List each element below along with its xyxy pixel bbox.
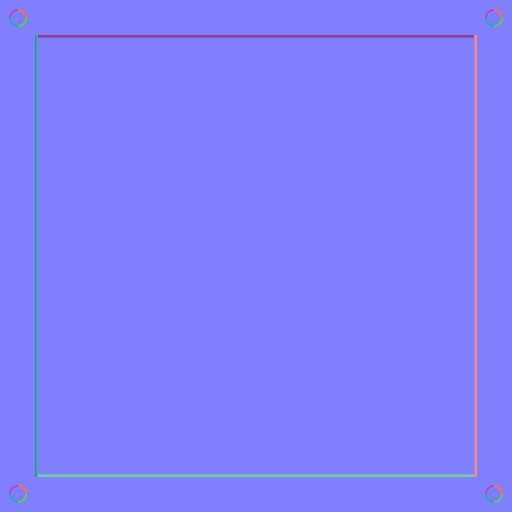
panel-right-edge (474, 35, 477, 477)
bottom-right-rivet-icon (484, 484, 504, 504)
panel-bottom-edge (35, 474, 477, 477)
bottom-left-rivet-icon (8, 484, 28, 504)
top-left-rivet-icon (8, 8, 28, 28)
top-right-rivet-icon (484, 8, 504, 28)
panel-left-edge (35, 35, 38, 477)
beveled-square-panel (35, 35, 477, 477)
panel-top-edge (35, 35, 477, 38)
